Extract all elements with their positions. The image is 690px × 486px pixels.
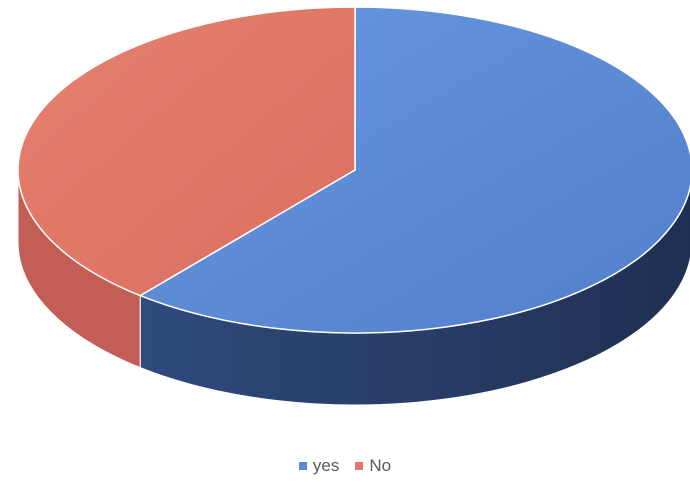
slice-yes xyxy=(138,6,690,334)
legend-swatch-yes xyxy=(298,462,307,470)
legend-swatch-no xyxy=(355,462,364,470)
legend-item-no: No xyxy=(355,456,391,476)
legend-label-no: No xyxy=(369,456,392,475)
legend-label-yes: yes xyxy=(312,456,340,475)
slice-no xyxy=(17,6,356,297)
legend: yes No xyxy=(0,456,690,476)
legend-item-yes: yes xyxy=(298,456,340,476)
